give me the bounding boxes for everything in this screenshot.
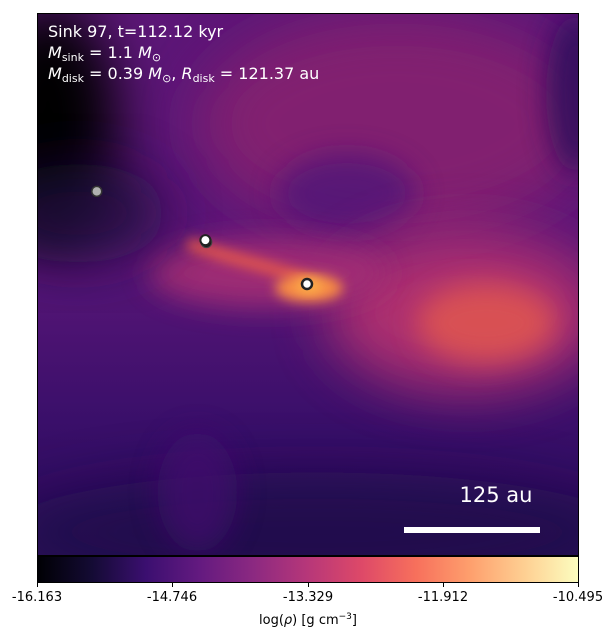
msun-subscript: ⊙ bbox=[151, 51, 162, 64]
colorbar-tick bbox=[37, 583, 38, 587]
colorbar-label-rho: ρ bbox=[283, 613, 293, 628]
upper-gas-hole bbox=[277, 153, 417, 234]
msink-symbol: M bbox=[48, 43, 62, 62]
density-map-panel: Sink 97, t=112.12 kyr Msink = 1.1 M⊙ Mdi… bbox=[37, 13, 579, 556]
sink-particle-central bbox=[300, 277, 314, 291]
lower-gas-wisp bbox=[157, 432, 238, 553]
mdisk-sun-symbol: M bbox=[148, 64, 163, 83]
rdisk-symbol: R bbox=[181, 64, 193, 83]
colorbar-tick-label: -10.495 bbox=[552, 590, 604, 605]
colorbar-label-unit: ) [g cm bbox=[292, 613, 339, 628]
colorbar-tick-label: -14.746 bbox=[146, 590, 198, 605]
colorbar-tick bbox=[443, 583, 444, 587]
sink-time-line: Sink 97, t=112.12 kyr bbox=[48, 22, 224, 41]
density-map bbox=[38, 14, 578, 555]
right-dense-core bbox=[416, 283, 557, 363]
scale-bar bbox=[404, 527, 540, 533]
colorbar-label-suffix: ] bbox=[351, 613, 357, 628]
disk-line: Mdisk = 0.39 M⊙, Rdisk = 121.37 au bbox=[48, 63, 319, 84]
colorbar-tick-label: -16.163 bbox=[11, 590, 63, 605]
colorbar-label-exponent: −3 bbox=[338, 612, 352, 622]
disk-separator: , bbox=[171, 64, 182, 83]
colorbar-tick bbox=[172, 583, 173, 587]
msink-subscript: sink bbox=[61, 51, 84, 64]
colorbar-label: log(ρ) [g cm−3] bbox=[208, 612, 408, 630]
mdisk-value: = 0.39 bbox=[83, 64, 149, 83]
msun-symbol: M bbox=[138, 43, 152, 62]
void-tail bbox=[38, 163, 168, 264]
rdisk-subscript: disk bbox=[192, 72, 215, 85]
colorbar-tick-label: -13.329 bbox=[282, 590, 334, 605]
sink-particle-upper bbox=[199, 234, 212, 247]
sink-mass-line: Msink = 1.1 M⊙ bbox=[48, 42, 319, 63]
mdisk-subscript: disk bbox=[61, 72, 84, 85]
simulation-annotation: Sink 97, t=112.12 kyr Msink = 1.1 M⊙ Mdi… bbox=[48, 21, 319, 84]
msink-value: = 1.1 bbox=[83, 43, 139, 62]
colorbar-tick bbox=[578, 583, 579, 587]
colorbar-tick-label: -11.912 bbox=[417, 590, 469, 605]
colorbar bbox=[37, 556, 579, 583]
scale-bar-label: 125 au bbox=[459, 483, 533, 507]
rdisk-value: = 121.37 au bbox=[214, 64, 320, 83]
mdisk-sun-subscript: ⊙ bbox=[162, 72, 172, 85]
mdisk-symbol: M bbox=[48, 64, 62, 83]
sink-particle-gray bbox=[91, 185, 103, 198]
right-dark-streak bbox=[546, 14, 578, 174]
colorbar-label-prefix: log( bbox=[259, 613, 284, 628]
colorbar-tick bbox=[308, 583, 309, 587]
